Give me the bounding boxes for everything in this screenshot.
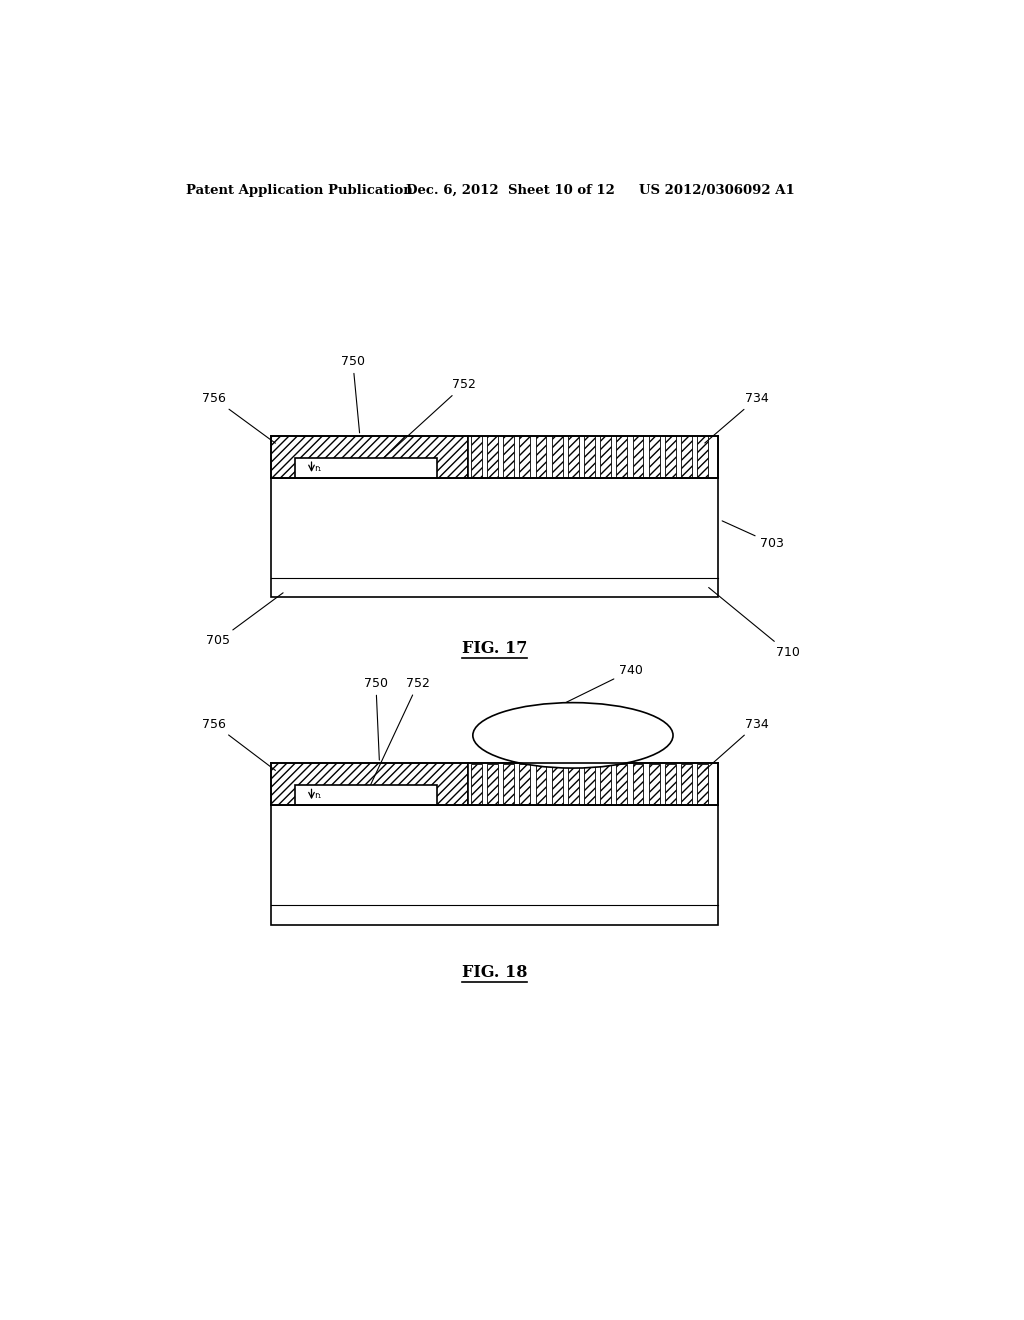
- Text: 756: 756: [202, 392, 275, 444]
- Text: 705: 705: [206, 593, 283, 647]
- Bar: [471, 763, 481, 804]
- Text: 756: 756: [202, 718, 275, 771]
- Bar: [697, 763, 708, 804]
- Bar: [503, 437, 514, 478]
- Bar: [536, 763, 547, 804]
- Bar: [552, 763, 562, 804]
- Text: FIG. 18: FIG. 18: [462, 964, 527, 981]
- Text: 734: 734: [705, 392, 769, 444]
- Text: Dec. 6, 2012: Dec. 6, 2012: [407, 183, 499, 197]
- Bar: [681, 437, 692, 478]
- Text: US 2012/0306092 A1: US 2012/0306092 A1: [639, 183, 795, 197]
- Bar: [487, 763, 498, 804]
- Bar: [600, 763, 611, 804]
- Bar: [471, 437, 481, 478]
- Bar: [271, 763, 468, 805]
- Bar: [568, 437, 579, 478]
- Text: 734: 734: [705, 718, 769, 771]
- Bar: [487, 437, 498, 478]
- Bar: [295, 785, 437, 805]
- Text: 752: 752: [375, 378, 476, 466]
- Text: Patent Application Publication: Patent Application Publication: [186, 183, 413, 197]
- Bar: [468, 436, 718, 478]
- Bar: [584, 437, 595, 478]
- Bar: [633, 437, 643, 478]
- Text: 752: 752: [367, 677, 430, 792]
- Text: 750: 750: [364, 677, 388, 760]
- Bar: [616, 763, 628, 804]
- Text: 750: 750: [341, 355, 365, 433]
- Bar: [519, 437, 530, 478]
- Ellipse shape: [473, 702, 673, 768]
- Bar: [295, 458, 437, 478]
- Bar: [697, 437, 708, 478]
- Text: 703: 703: [722, 521, 784, 550]
- Bar: [503, 763, 514, 804]
- Bar: [468, 763, 718, 805]
- Text: r₁: r₁: [314, 791, 322, 800]
- Bar: [552, 437, 562, 478]
- Text: Sheet 10 of 12: Sheet 10 of 12: [508, 183, 614, 197]
- Text: 710: 710: [709, 587, 800, 659]
- Bar: [271, 478, 718, 598]
- Text: 740: 740: [565, 664, 643, 702]
- Bar: [519, 763, 530, 804]
- Bar: [271, 805, 718, 924]
- Bar: [616, 437, 628, 478]
- Bar: [665, 437, 676, 478]
- Bar: [649, 763, 659, 804]
- Text: FIG. 17: FIG. 17: [462, 640, 527, 657]
- Bar: [568, 763, 579, 804]
- Bar: [584, 763, 595, 804]
- Text: r₁: r₁: [314, 463, 322, 473]
- Bar: [271, 436, 468, 478]
- Bar: [681, 763, 692, 804]
- Bar: [633, 763, 643, 804]
- Bar: [665, 763, 676, 804]
- Bar: [600, 437, 611, 478]
- Bar: [649, 437, 659, 478]
- Bar: [536, 437, 547, 478]
